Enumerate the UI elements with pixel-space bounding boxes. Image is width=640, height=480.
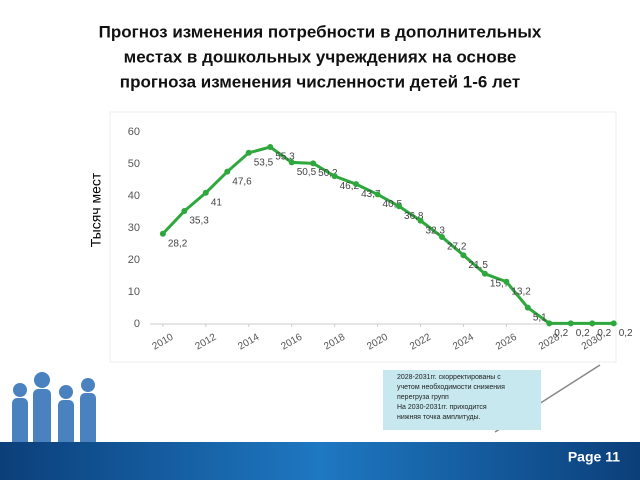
point bbox=[396, 203, 403, 210]
page-number: Page 11 bbox=[568, 449, 620, 465]
y-axis-label: Тысяч мест bbox=[88, 172, 104, 247]
point bbox=[589, 320, 596, 327]
data-label: 0,2 bbox=[554, 328, 568, 339]
point bbox=[224, 168, 231, 175]
footer-bar bbox=[0, 442, 640, 480]
data-label: 47,6 bbox=[232, 176, 252, 187]
data-label: 15,7 bbox=[490, 278, 510, 289]
chart-title: прогноза изменения численности детей 1-6… bbox=[120, 72, 520, 91]
y-tick-label: 20 bbox=[128, 254, 140, 266]
data-label: 50,2 bbox=[318, 168, 338, 179]
point bbox=[546, 320, 553, 327]
series-line bbox=[161, 145, 614, 325]
y-tick-label: 50 bbox=[128, 158, 140, 170]
y-tick-label: 30 bbox=[128, 222, 140, 234]
point bbox=[438, 233, 445, 240]
data-label: 5,1 bbox=[533, 312, 547, 323]
y-tick-label: 40 bbox=[128, 190, 140, 202]
point bbox=[460, 252, 467, 259]
point bbox=[267, 144, 274, 151]
note: 2028-2031гг. скорректированы с учетом нео… bbox=[397, 374, 505, 421]
data-label: 0,2 bbox=[619, 328, 633, 339]
point bbox=[245, 149, 252, 156]
note-box bbox=[383, 370, 541, 430]
data-label: 36,8 bbox=[404, 211, 424, 222]
point bbox=[524, 304, 531, 311]
point bbox=[202, 189, 209, 196]
data-label: 41 bbox=[211, 197, 223, 208]
data-label: 27,2 bbox=[447, 242, 467, 253]
point bbox=[610, 320, 617, 327]
point bbox=[159, 230, 166, 237]
point bbox=[310, 160, 317, 167]
data-label: 50,5 bbox=[297, 167, 317, 178]
point bbox=[374, 191, 381, 198]
data-label: 46,2 bbox=[340, 181, 360, 192]
point bbox=[481, 270, 488, 277]
data-label: 55,3 bbox=[275, 152, 295, 163]
chart-title: Прогноз изменения потребности в дополнит… bbox=[99, 22, 542, 41]
point bbox=[331, 173, 338, 180]
point bbox=[181, 208, 188, 215]
data-label: 0,2 bbox=[597, 328, 611, 339]
data-label: 13,2 bbox=[511, 286, 531, 297]
chart-frame bbox=[109, 111, 617, 363]
note-line: 2028-2031гг. скорректированы с bbox=[397, 374, 501, 381]
point bbox=[288, 159, 295, 166]
data-label: 35,3 bbox=[189, 216, 209, 227]
note-line: нижняя точка амплитуды. bbox=[397, 414, 481, 421]
data-label: 0,2 bbox=[576, 328, 590, 339]
note-line: На 2030-2031гг. приходится bbox=[397, 404, 487, 411]
data-label: 21,5 bbox=[468, 260, 488, 271]
point bbox=[353, 181, 360, 188]
data-label: 28,2 bbox=[168, 238, 188, 249]
y-tick-label: 10 bbox=[128, 286, 140, 298]
chart-title: местах в дошкольных учреждениях на основ… bbox=[124, 47, 517, 66]
data-label: 32,3 bbox=[425, 225, 445, 236]
note-line: учетом необходимости снижения bbox=[397, 383, 505, 391]
note-line: перегруза групп bbox=[397, 394, 449, 401]
data-label: 40,5 bbox=[383, 199, 403, 210]
y-tick-label: 0 bbox=[134, 318, 140, 330]
point bbox=[417, 217, 424, 224]
people-decoration bbox=[12, 372, 96, 449]
point bbox=[567, 320, 574, 327]
y-tick-label: 60 bbox=[128, 126, 140, 138]
data-label: 53,5 bbox=[254, 157, 274, 168]
point bbox=[503, 278, 510, 285]
data-label: 43,7 bbox=[361, 189, 381, 200]
